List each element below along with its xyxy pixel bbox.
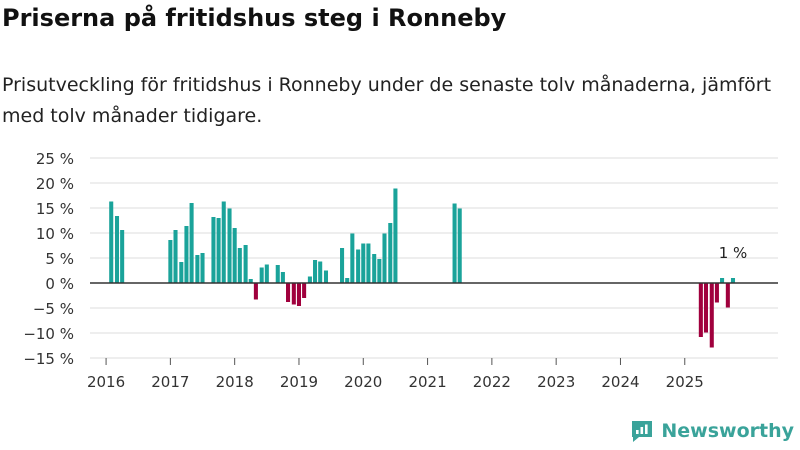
y-tick-label: −15 % xyxy=(23,350,74,368)
bar xyxy=(372,254,377,283)
x-tick-label: 2019 xyxy=(280,373,318,390)
bar xyxy=(200,253,205,283)
bar xyxy=(313,260,318,283)
bar xyxy=(195,255,200,283)
x-tick-label: 2018 xyxy=(216,373,254,390)
bar xyxy=(232,228,237,283)
bar xyxy=(709,283,714,348)
bar xyxy=(730,278,736,283)
bar xyxy=(109,201,114,283)
x-tick-label: 2016 xyxy=(87,373,125,390)
bar xyxy=(714,283,719,303)
bar xyxy=(302,283,307,298)
bar xyxy=(291,283,296,305)
annotation-label: 1 % xyxy=(719,244,748,262)
bar xyxy=(307,276,312,283)
x-tick-label: 2024 xyxy=(601,373,639,390)
y-tick-label: 20 % xyxy=(36,175,74,193)
x-tick-label: 2017 xyxy=(151,373,189,390)
bar xyxy=(725,283,730,308)
bar xyxy=(698,283,703,337)
x-tick-label: 2021 xyxy=(408,373,446,390)
bar-chart: 25 % 20 % 15 % 10 % 5 % 0 % −5 % −10 % −15 % 2016… xyxy=(23,150,778,390)
y-tick-label: 5 % xyxy=(45,250,74,268)
bar xyxy=(350,233,355,283)
x-tick-label: 2023 xyxy=(537,373,575,390)
chart-subtitle: Prisutveckling för fritidshus i Ronneby … xyxy=(2,74,772,127)
bar xyxy=(366,243,371,283)
y-tick-label: 25 % xyxy=(36,150,74,168)
bar xyxy=(356,249,361,283)
x-tick-label: 2020 xyxy=(344,373,382,390)
brand-name: Newsworthy xyxy=(661,420,794,442)
bar xyxy=(237,248,242,283)
bar xyxy=(457,208,462,283)
y-tick-label: −5 % xyxy=(33,300,74,318)
bar xyxy=(345,278,350,283)
bar xyxy=(168,240,173,283)
bar xyxy=(211,217,216,283)
bar xyxy=(275,265,280,283)
bar xyxy=(248,279,253,283)
bar xyxy=(361,243,366,283)
newsworthy-logo-icon xyxy=(632,421,653,442)
bar xyxy=(296,283,302,306)
chart-title: Priserna på fritidshus steg i Ronneby xyxy=(2,4,507,32)
bar xyxy=(452,203,457,283)
bar xyxy=(227,208,232,283)
bar xyxy=(318,261,323,283)
bar xyxy=(323,270,329,283)
newsworthy-brand: Newsworthy xyxy=(629,418,794,444)
bar xyxy=(388,223,393,283)
bar xyxy=(382,233,387,283)
bar xyxy=(340,248,345,283)
bar xyxy=(184,226,189,283)
x-tick-label: 2022 xyxy=(473,373,511,390)
y-tick-label: 10 % xyxy=(36,225,74,243)
bar xyxy=(114,216,120,283)
bar xyxy=(120,230,125,283)
y-tick-label: 15 % xyxy=(36,200,74,218)
bar xyxy=(286,283,291,302)
bar xyxy=(243,245,248,283)
bar xyxy=(253,283,258,300)
bar xyxy=(179,262,184,283)
x-tick-label: 2025 xyxy=(666,373,704,390)
bar xyxy=(280,272,285,283)
bar xyxy=(189,203,194,283)
y-tick-label: −10 % xyxy=(23,325,74,343)
bar xyxy=(393,188,398,283)
bar xyxy=(221,201,226,283)
y-tick-label: 0 % xyxy=(45,275,74,293)
bar xyxy=(703,283,709,333)
bar xyxy=(377,259,382,283)
bar xyxy=(264,264,269,283)
bar xyxy=(173,230,178,283)
bar xyxy=(259,267,264,283)
bar xyxy=(216,218,221,283)
bar xyxy=(720,278,725,283)
